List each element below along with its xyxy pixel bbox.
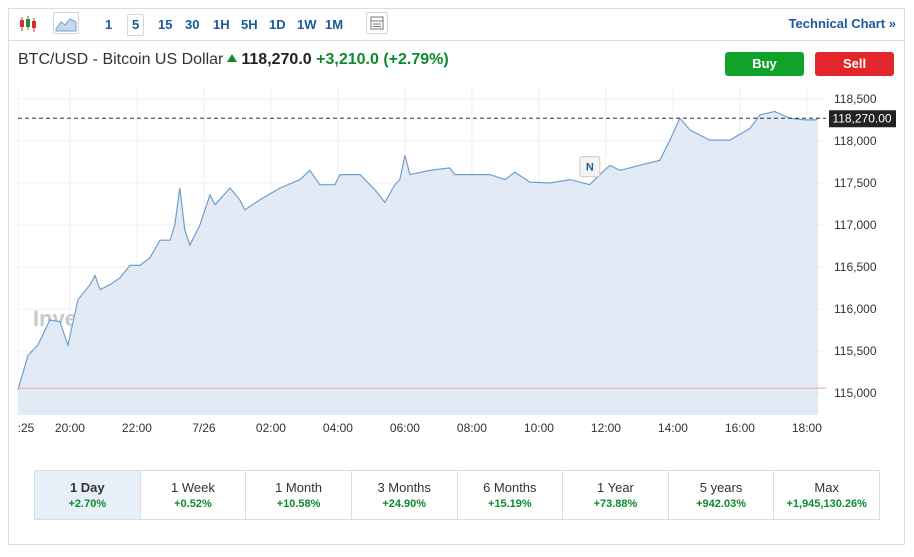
period-label[interactable]: Max <box>814 480 839 495</box>
instrument-name: BTC/USD - Bitcoin US Dollar <box>18 51 224 68</box>
x-tick-label: 06:00 <box>390 421 420 435</box>
period-change[interactable]: +2.70% <box>68 498 107 510</box>
period-change[interactable]: +0.52% <box>174 498 212 510</box>
period-cell[interactable]: 1 Year +73.88% <box>563 471 669 519</box>
x-tick-label: 12:00 <box>591 421 621 435</box>
period-label[interactable]: 5 years <box>699 480 743 495</box>
current-price-label: 118,270.00 <box>832 111 891 125</box>
interval-button[interactable]: 1D <box>269 17 286 32</box>
x-tick-label: :25 <box>18 421 35 435</box>
period-label[interactable]: 1 Month <box>275 480 323 495</box>
period-change[interactable]: +24.90% <box>382 498 427 510</box>
period-cell[interactable]: 3 Months +24.90% <box>352 471 458 519</box>
y-tick-label: 117,500 <box>834 176 877 190</box>
y-tick-label: 116,000 <box>834 302 877 316</box>
news-marker <box>579 156 601 178</box>
x-tick-label: 22:00 <box>122 421 152 435</box>
y-tick-label: 118,500 <box>834 92 877 106</box>
indicators-icon[interactable] <box>366 12 388 34</box>
period-label[interactable]: 6 Months <box>483 480 537 495</box>
x-tick-label: 08:00 <box>457 421 487 435</box>
period-label[interactable]: 1 Year <box>597 480 634 495</box>
period-cell[interactable]: 1 Day +2.70% <box>35 471 141 519</box>
interval-button[interactable]: 5 <box>127 14 145 36</box>
x-tick-label: 14:00 <box>658 421 688 435</box>
interval-button[interactable]: 1W <box>297 17 317 32</box>
x-tick-label: 18:00 <box>792 421 822 435</box>
period-change[interactable]: +73.88% <box>593 498 638 510</box>
toolbar: Technical Chart » 1 5 15 30 1H 5H 1D 1W 1M <box>9 9 904 41</box>
interval-button[interactable]: 30 <box>185 17 200 32</box>
last-price: 118,270.0 <box>241 51 312 68</box>
period-label[interactable]: 1 Week <box>171 480 215 495</box>
y-tick-label: 115,000 <box>834 386 877 400</box>
y-tick-label: 115,500 <box>834 344 877 358</box>
price-change-percent: (+2.79%) <box>383 51 449 68</box>
sell-button[interactable]: Sell <box>815 52 894 76</box>
technical-chart-text[interactable]: Technical Chart <box>788 16 886 31</box>
price-chart: Investing.com115,000115,500116,000116,50… <box>17 88 896 435</box>
current-price-box <box>829 110 896 128</box>
period-cell[interactable]: 1 Month +10.58% <box>246 471 352 519</box>
price-area <box>18 111 818 415</box>
x-tick-label: 10:00 <box>524 421 554 435</box>
period-label[interactable]: 1 Day <box>69 480 105 495</box>
y-tick-label: 116,500 <box>834 260 877 274</box>
news-marker-label: N <box>586 162 594 174</box>
period-cell[interactable]: 5 years +942.03% <box>669 471 775 519</box>
interval-button[interactable]: 15 <box>158 17 173 32</box>
candlestick-icon[interactable] <box>17 14 39 34</box>
x-tick-label: 20:00 <box>55 421 85 435</box>
x-tick-label: 7/26 <box>192 421 216 435</box>
up-arrow <box>227 54 238 62</box>
interval-button[interactable]: 1 <box>105 17 113 32</box>
price-change: +3,210.0 <box>316 51 379 68</box>
period-cell[interactable]: Max +1,945,130.26% <box>774 471 879 519</box>
period-label[interactable]: 3 Months <box>377 480 431 495</box>
buy-button[interactable]: Buy <box>725 52 804 76</box>
y-tick-label: 117,000 <box>834 218 877 232</box>
period-change[interactable]: +1,945,130.26% <box>786 498 867 510</box>
interval-button[interactable]: 1H <box>213 17 230 32</box>
period-cell[interactable]: 6 Months +15.19% <box>458 471 564 519</box>
interval-button[interactable]: 1M <box>325 17 344 32</box>
interval-button[interactable]: 5H <box>241 17 258 32</box>
period-change[interactable]: +15.19% <box>487 498 532 510</box>
period-change[interactable]: +10.58% <box>276 498 321 510</box>
technical-chart-arrow[interactable]: » <box>888 16 896 31</box>
period-change[interactable]: +942.03% <box>696 498 746 510</box>
x-tick-label: 02:00 <box>256 421 286 435</box>
period-cell[interactable]: 1 Week +0.52% <box>141 471 247 519</box>
x-tick-label: 04:00 <box>323 421 353 435</box>
x-tick-label: 16:00 <box>725 421 755 435</box>
y-tick-label: 118,000 <box>834 134 877 148</box>
period-selector: 1 Day +2.70% 1 Week +0.52% 1 Month +10.58% 3 M… <box>34 470 880 520</box>
instrument-header: BTC/USD - Bitcoin US Dollar 118,270.0 +3,… <box>18 51 449 69</box>
technical-chart-link[interactable]: Technical Chart » <box>789 16 896 31</box>
area-chart-icon[interactable] <box>53 12 79 34</box>
widget-frame <box>8 8 905 545</box>
price-line <box>17 110 819 390</box>
